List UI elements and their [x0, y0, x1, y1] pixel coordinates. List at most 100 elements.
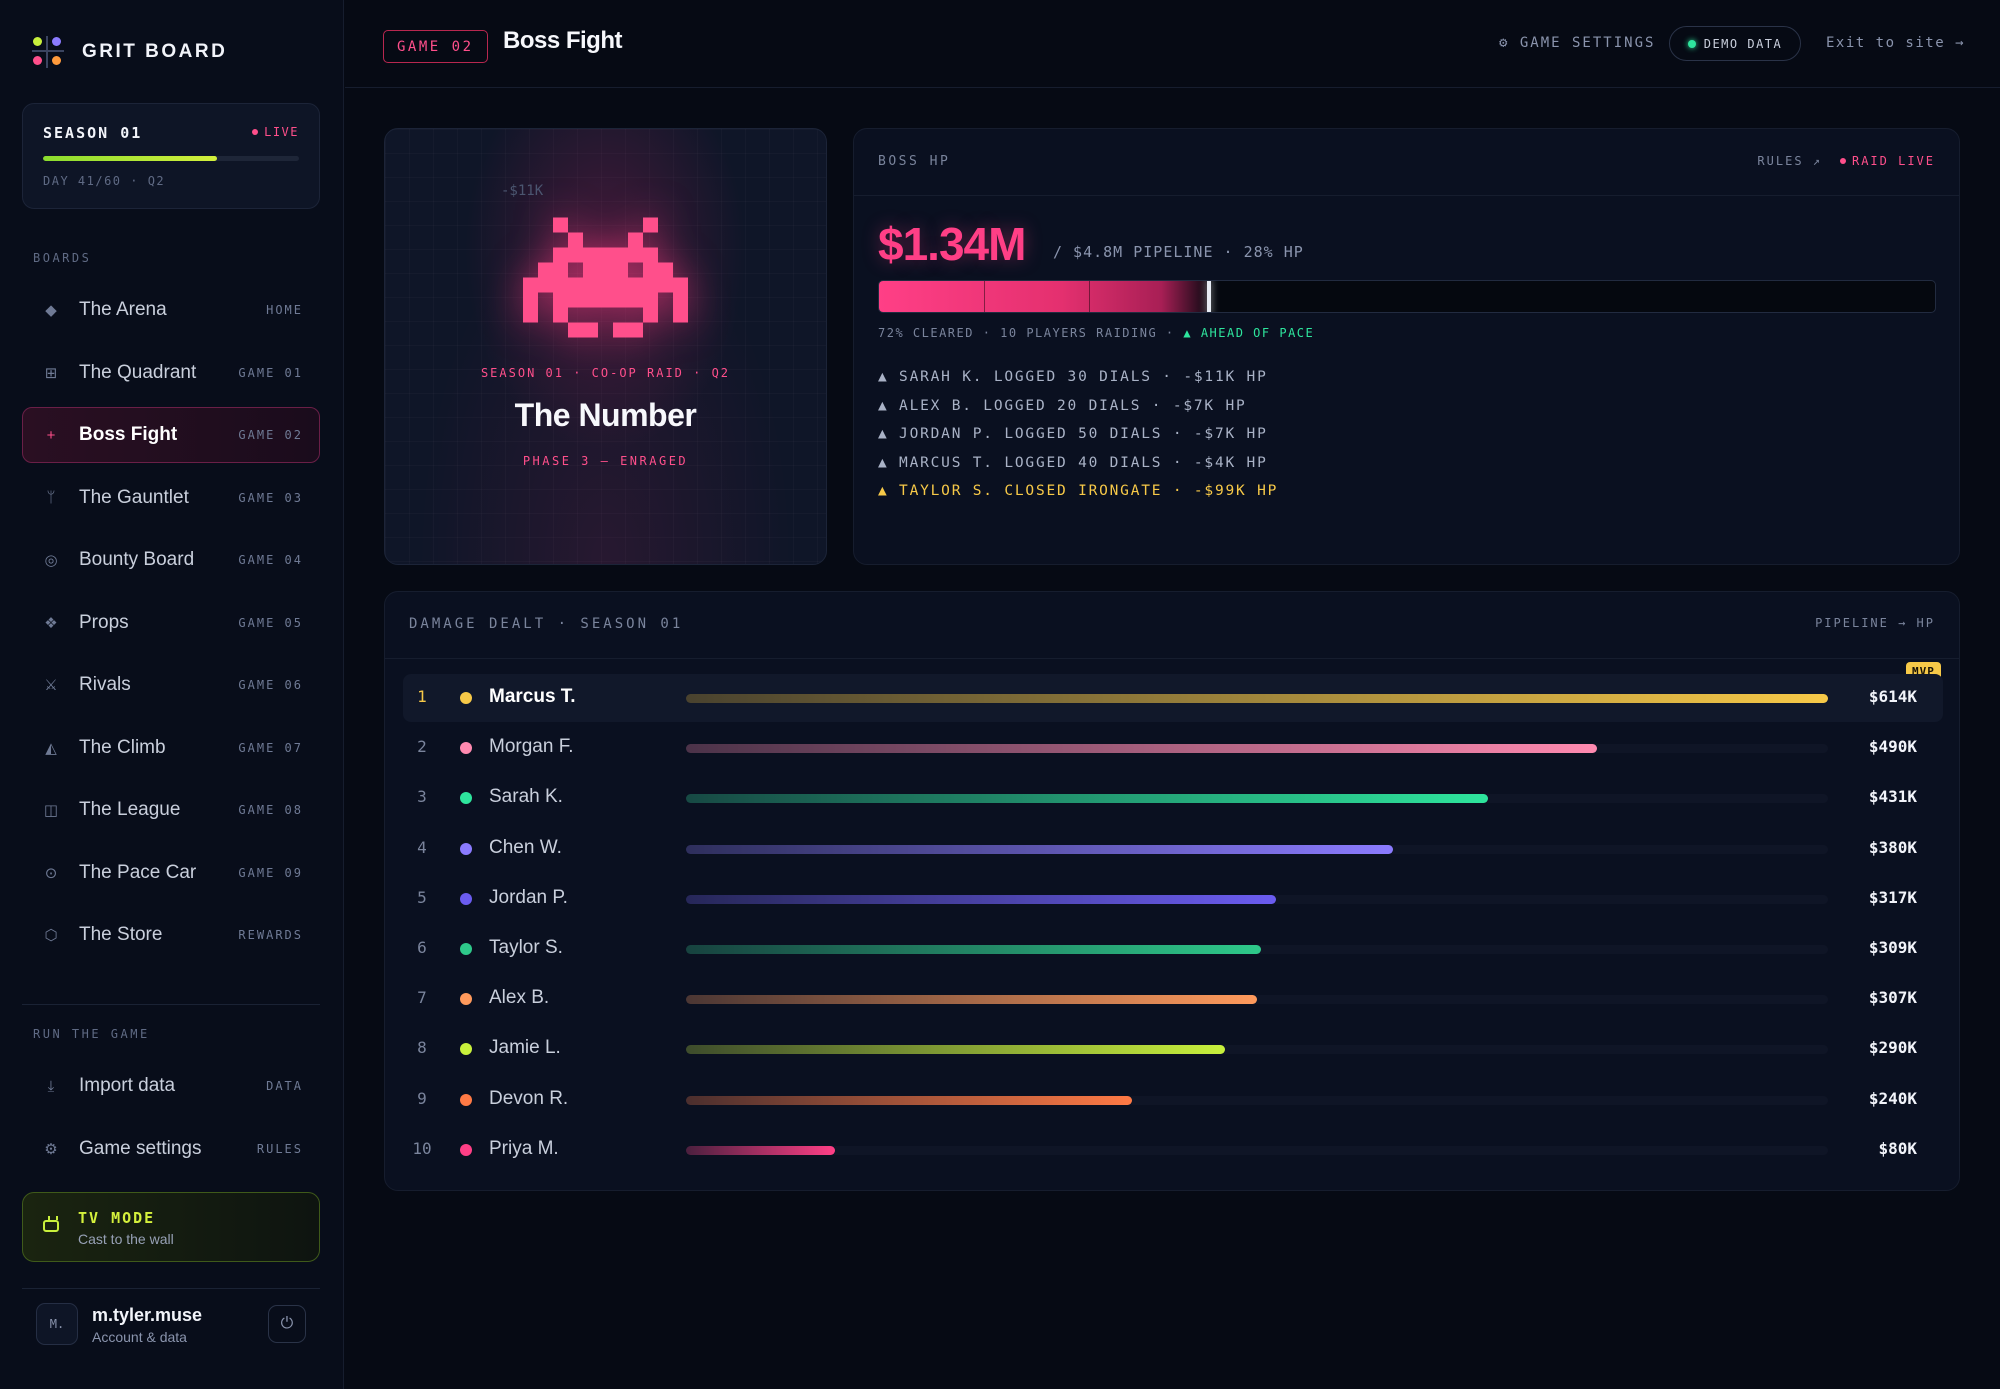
damage-bar-track [686, 694, 1828, 703]
league-icon: ◫ [43, 802, 59, 819]
fork-icon: ᛘ [46, 489, 56, 506]
raid-live-badge: RAID LIVE [1839, 154, 1935, 168]
sidebar-item-rivals[interactable]: ⚔ Rivals GAME 06 [22, 657, 320, 713]
sidebar-item-boss-fight[interactable]: + Boss Fight GAME 02 [22, 407, 320, 463]
sidebar-item-the-arena[interactable]: ◆ The Arena HOME [22, 282, 320, 338]
table-row[interactable]: 7 Alex B. $307K [403, 975, 1943, 1023]
hp-segment-divider [984, 281, 985, 312]
player-name: Sarah K. [489, 786, 563, 808]
log-entry: ▲ SARAH K. LOGGED 30 DIALS · -$11K HP [878, 369, 1268, 385]
demo-data-toggle[interactable]: DEMO DATA [1669, 26, 1801, 61]
damage-bar-track [686, 794, 1828, 804]
floating-damage: -$11K [501, 183, 544, 199]
sidebar-item-tag: GAME 09 [238, 865, 303, 880]
live-label: LIVE [264, 125, 299, 139]
damage-bar [686, 794, 1488, 804]
table-row[interactable]: 6 Taylor S. $309K [403, 925, 1943, 973]
damage-value: $309K [1868, 938, 1917, 957]
damage-bar [686, 995, 1257, 1005]
power-icon[interactable]: ⏻ [268, 1305, 306, 1343]
tv-mode-title: TV MODE [78, 1209, 156, 1227]
player-name: Marcus T. [489, 686, 576, 707]
sidebar-item-bounty-board[interactable]: ◎ Bounty Board GAME 04 [22, 532, 320, 588]
raid-status: 72% CLEARED · 10 PLAYERS RAIDING · ▲ AHE… [878, 326, 1314, 340]
brand-logo-icon [30, 34, 66, 70]
season-card[interactable]: SEASON 01 LIVE DAY 41/60 · Q2 [22, 103, 320, 209]
player-color-dot [460, 842, 472, 855]
table-row[interactable]: 4 Chen W. $380K [403, 825, 1943, 873]
boss-hp-pipeline: / $4.8M PIPELINE · 28% HP [1053, 243, 1304, 261]
exit-to-site-link[interactable]: Exit to site → [1826, 35, 1966, 51]
damage-value: $380K [1868, 837, 1917, 857]
rules-link[interactable]: RULES ↗ [1757, 154, 1822, 168]
rank-number: 8 [417, 1038, 427, 1058]
sidebar-item-the-climb[interactable]: ◭ The Climb GAME 07 [22, 720, 320, 776]
player-color-dot [460, 1143, 472, 1156]
season-progress-fill [43, 156, 218, 161]
sidebar-divider [22, 1288, 320, 1289]
damage-bar-track [686, 1095, 1828, 1105]
user-account[interactable]: M. m.tyler.muse Account & data ⏻ [22, 1303, 320, 1347]
log-entry: ▲ MARCUS T. LOGGED 40 DIALS · -$4K HP [878, 454, 1268, 471]
damage-bar [686, 1045, 1226, 1055]
damage-value: $317K [1868, 887, 1917, 907]
sidebar-item-label: The Arena [79, 299, 167, 320]
avatar[interactable]: M. [36, 1303, 78, 1345]
sidebar-item-tag: GAME 03 [238, 490, 303, 505]
brand-dot [52, 37, 61, 46]
damage-bar-track [686, 894, 1828, 904]
download-icon: ⤓ [47, 1077, 55, 1095]
table-row[interactable]: 2 Morgan F. $490K [403, 724, 1943, 772]
boss-hp-panel: BOSS HP RULES ↗ RAID LIVE $1.34M / $4.8M… [853, 128, 1960, 565]
player-name: Alex B. [489, 987, 550, 1009]
table-row[interactable]: 9 Devon R. $240K [403, 1076, 1943, 1124]
sidebar-item-props[interactable]: ❖ Props GAME 05 [22, 595, 320, 651]
status-dot-icon [1687, 39, 1696, 48]
hp-segment-divider [1089, 281, 1090, 312]
brand[interactable]: GRIT BOARD [30, 34, 227, 70]
player-name: Devon R. [489, 1087, 569, 1109]
top-header: GAME 02 Boss Fight ⚙ GAME SETTINGS DEMO … [345, 0, 2000, 88]
page-title: Boss Fight [503, 27, 623, 54]
brand-dot [33, 56, 42, 65]
table-row[interactable]: 8 Jamie L. $290K [403, 1025, 1943, 1073]
sidebar-item-label: Props [79, 611, 129, 633]
sidebar-item-import-data[interactable]: ⤓ Import data DATA [22, 1058, 320, 1114]
diamond-icon: ◆ [45, 302, 57, 319]
table-row[interactable]: 3 Sarah K. $431K [403, 774, 1943, 822]
sidebar-item-the-league[interactable]: ◫ The League GAME 08 [22, 782, 320, 838]
user-subtitle: Account & data [92, 1329, 187, 1345]
sidebar-item-the-quadrant[interactable]: ⊞ The Quadrant GAME 01 [22, 345, 320, 401]
rank-number: 7 [417, 988, 427, 1008]
sidebar-item-the-gauntlet[interactable]: ᛘ The Gauntlet GAME 03 [22, 470, 320, 526]
sidebar-item-the-pace-car[interactable]: ⊙ The Pace Car GAME 09 [22, 845, 320, 901]
player-color-dot [460, 1043, 472, 1056]
table-row[interactable]: 10 Priya M. $80K [403, 1126, 1943, 1174]
table-row[interactable]: 5 Jordan P. $317K [403, 875, 1943, 923]
player-color-dot [460, 943, 472, 955]
rank-number: 5 [417, 887, 427, 907]
boss-card: -$11K SEASON 01 · CO-OP RAID · Q2 The Nu… [384, 128, 827, 565]
rank-number: 2 [417, 737, 427, 757]
tv-icon [43, 1216, 59, 1232]
gauge-icon: ⊙ [44, 864, 58, 882]
sidebar-item-label: The Climb [79, 736, 166, 758]
game-settings-link[interactable]: ⚙ GAME SETTINGS [1499, 35, 1656, 51]
damage-bar [686, 744, 1598, 754]
sidebar-item-tag: DATA [266, 1079, 303, 1093]
sidebar-item-game-settings[interactable]: ⚙ Game settings RULES [22, 1121, 320, 1177]
boss-hp-bar [878, 280, 1936, 313]
sidebar-item-the-store[interactable]: ⬡ The Store REWARDS [22, 907, 320, 963]
table-row[interactable]: 1 Marcus T. $614K [403, 674, 1943, 722]
rank-number: 10 [412, 1138, 432, 1158]
damage-bar-track [686, 1045, 1828, 1055]
boss-hp-fill [879, 281, 1211, 312]
sidebar-item-tag: HOME [266, 303, 303, 317]
player-color-dot [460, 692, 472, 704]
player-color-dot [460, 742, 472, 755]
sidebar-item-tag: GAME 08 [238, 803, 303, 817]
sidebar-divider [22, 1004, 320, 1005]
season-progress [43, 156, 299, 161]
tv-mode-button[interactable]: TV MODE Cast to the wall [22, 1192, 320, 1262]
sidebar-item-label: Boss Fight [79, 424, 178, 445]
